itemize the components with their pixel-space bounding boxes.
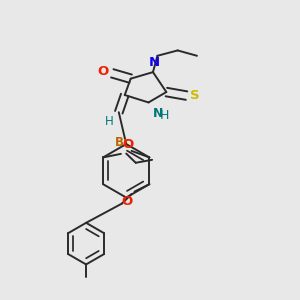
Text: Br: Br [115,136,130,149]
Text: O: O [98,65,109,78]
Text: O: O [121,195,132,208]
Text: N: N [149,56,160,69]
Text: H: H [105,115,113,128]
Text: S: S [190,89,199,102]
Text: N: N [153,107,163,120]
Text: H: H [160,109,169,122]
Text: O: O [122,139,134,152]
